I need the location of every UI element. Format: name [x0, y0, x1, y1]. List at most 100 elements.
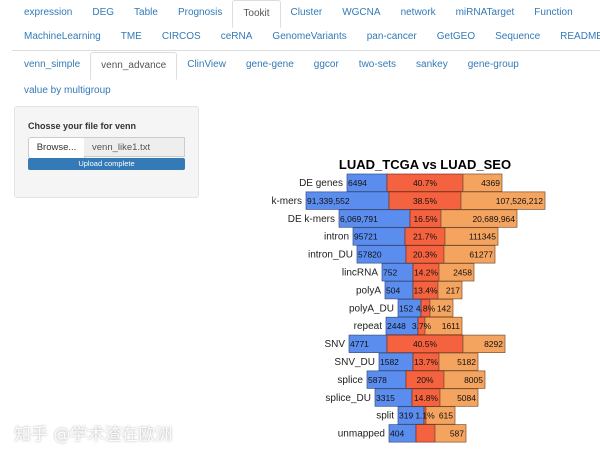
- subtab-gene-group[interactable]: gene-group: [467, 59, 519, 70]
- left-value-label: 3315: [376, 393, 395, 403]
- tab-wgcna[interactable]: WGCNA: [342, 7, 381, 18]
- tab-network[interactable]: network: [400, 7, 436, 18]
- overlap-percent-label: 4.8%: [416, 303, 436, 313]
- right-bar: [462, 334, 506, 353]
- overlap-percent-label: 20%: [416, 375, 433, 385]
- left-value-label: 319: [399, 411, 413, 421]
- overlap-percent-label: 38.5%: [413, 196, 438, 206]
- right-value-label: 1611: [442, 321, 461, 331]
- overlap-percent-label: 13.7%: [414, 357, 439, 367]
- subtab-two-sets[interactable]: two-sets: [358, 59, 397, 70]
- sub-nav-row-1: venn_simple venn_advance ClinView gene-gene…: [14, 52, 529, 80]
- tab-tookit[interactable]: Tookit: [232, 0, 281, 28]
- subtab-sankey[interactable]: sankey: [416, 59, 448, 70]
- tab-sequence[interactable]: Sequence: [495, 31, 541, 42]
- subtab-value-by-multigroup[interactable]: value by multigroup: [24, 85, 111, 96]
- overlap-percent-label: 40.7%: [413, 178, 438, 188]
- category-label: splice_DU: [325, 393, 371, 404]
- tab-prognosis[interactable]: Prognosis: [177, 7, 223, 18]
- overlap-percent-label: 20.3%: [413, 250, 438, 260]
- right-value-label: 587: [450, 429, 464, 439]
- tab-function[interactable]: Function: [534, 7, 573, 18]
- right-bar: [444, 227, 499, 246]
- category-label: DE k-mers: [288, 214, 335, 225]
- upload-progress-bar: Upload complete: [28, 158, 185, 170]
- left-value-label: 6,069,791: [340, 214, 378, 224]
- category-label: DE genes: [299, 178, 343, 189]
- right-value-label: 5182: [457, 357, 476, 367]
- overlap-bar: [415, 424, 436, 443]
- left-value-label: 152: [399, 303, 413, 313]
- file-input-label: Chosse your file for venn: [28, 121, 137, 131]
- tab-deg[interactable]: DEG: [92, 7, 115, 18]
- main-nav-row-2: MachineLearning TME CIRCOS ceRNA GenomeVaria…: [14, 24, 600, 50]
- tab-tme[interactable]: TME: [120, 31, 142, 42]
- overlap-percent-label: 3.7%: [412, 321, 432, 331]
- left-value-label: 752: [383, 267, 397, 277]
- right-bar: [434, 424, 467, 443]
- left-value-label: 504: [386, 285, 400, 295]
- right-value-label: 107,526,212: [496, 196, 544, 206]
- left-value-label: 57820: [358, 250, 382, 260]
- category-label: SNV: [324, 339, 345, 350]
- subtab-gene-gene[interactable]: gene-gene: [245, 59, 294, 70]
- right-bar: [460, 191, 546, 210]
- overlap-percent-label: 14.2%: [414, 267, 439, 277]
- subtab-clinview[interactable]: ClinView: [187, 59, 226, 70]
- main-nav-row-1: expression DEG Table Prognosis Tookit Cluster…: [14, 0, 583, 28]
- watermark: 知乎 @学术渣在欧洲: [14, 425, 173, 445]
- tab-expression[interactable]: expression: [24, 7, 73, 18]
- category-label: polyA_DU: [349, 303, 394, 314]
- category-label: intron_DU: [308, 250, 353, 261]
- overlap-percent-label: 21.7%: [413, 232, 438, 242]
- right-value-label: 2458: [453, 267, 472, 277]
- overlap-percent-label: 1.1%: [415, 411, 435, 421]
- tab-genomevariants[interactable]: GenomeVariants: [272, 31, 347, 42]
- right-bar: [443, 245, 496, 264]
- tab-readme[interactable]: README: [560, 31, 600, 42]
- left-value-label: 1582: [380, 357, 399, 367]
- right-value-label: 5084: [457, 393, 476, 403]
- tab-table[interactable]: Table: [134, 7, 158, 18]
- left-value-label: 404: [390, 429, 404, 439]
- nav-divider: [12, 50, 600, 51]
- category-label: unmapped: [338, 429, 385, 440]
- tab-cerna[interactable]: ceRNA: [220, 31, 253, 42]
- tab-cluster[interactable]: Cluster: [290, 7, 323, 18]
- overlap-percent-label: 40.5%: [413, 339, 438, 349]
- left-value-label: 95721: [354, 232, 378, 242]
- tab-getgeo[interactable]: GetGEO: [436, 31, 476, 42]
- tab-mirnatarget[interactable]: miRNATarget: [455, 7, 515, 18]
- right-bar: [462, 173, 503, 192]
- right-value-label: 615: [439, 411, 453, 421]
- right-value-label: 4369: [481, 178, 500, 188]
- subtab-ggcor[interactable]: ggcor: [313, 59, 339, 70]
- left-value-label: 2448: [387, 321, 406, 331]
- left-value-label: 6494: [348, 178, 367, 188]
- right-value-label: 217: [446, 285, 460, 295]
- tab-machinelearning[interactable]: MachineLearning: [24, 31, 101, 42]
- right-value-label: 20,689,964: [472, 214, 515, 224]
- left-value-label: 5878: [368, 375, 387, 385]
- category-label: lincRNA: [342, 267, 378, 278]
- category-label: splice: [337, 375, 363, 386]
- right-value-label: 61277: [469, 250, 493, 260]
- right-bar: [429, 298, 454, 318]
- right-bar: [440, 209, 518, 228]
- right-bar: [425, 406, 456, 425]
- file-input-panel: Chosse your file for venn Browse... venn…: [14, 106, 199, 198]
- subtab-venn-simple[interactable]: venn_simple: [24, 59, 81, 70]
- overlap-percent-label: 16.5%: [413, 214, 438, 224]
- tab-pan-cancer[interactable]: pan-cancer: [366, 31, 417, 42]
- left-value-label: 91,339,552: [307, 196, 350, 206]
- right-bar: [438, 263, 475, 282]
- subtab-venn-advance[interactable]: venn_advance: [90, 52, 178, 80]
- category-label: SNV_DU: [334, 357, 375, 368]
- file-name-field[interactable]: venn_like1.txt: [84, 137, 185, 157]
- right-bar: [438, 352, 479, 371]
- tab-circos[interactable]: CIRCOS: [161, 31, 201, 42]
- right-bar: [439, 388, 479, 407]
- right-value-label: 8292: [484, 339, 503, 349]
- left-value-label: 4771: [350, 339, 369, 349]
